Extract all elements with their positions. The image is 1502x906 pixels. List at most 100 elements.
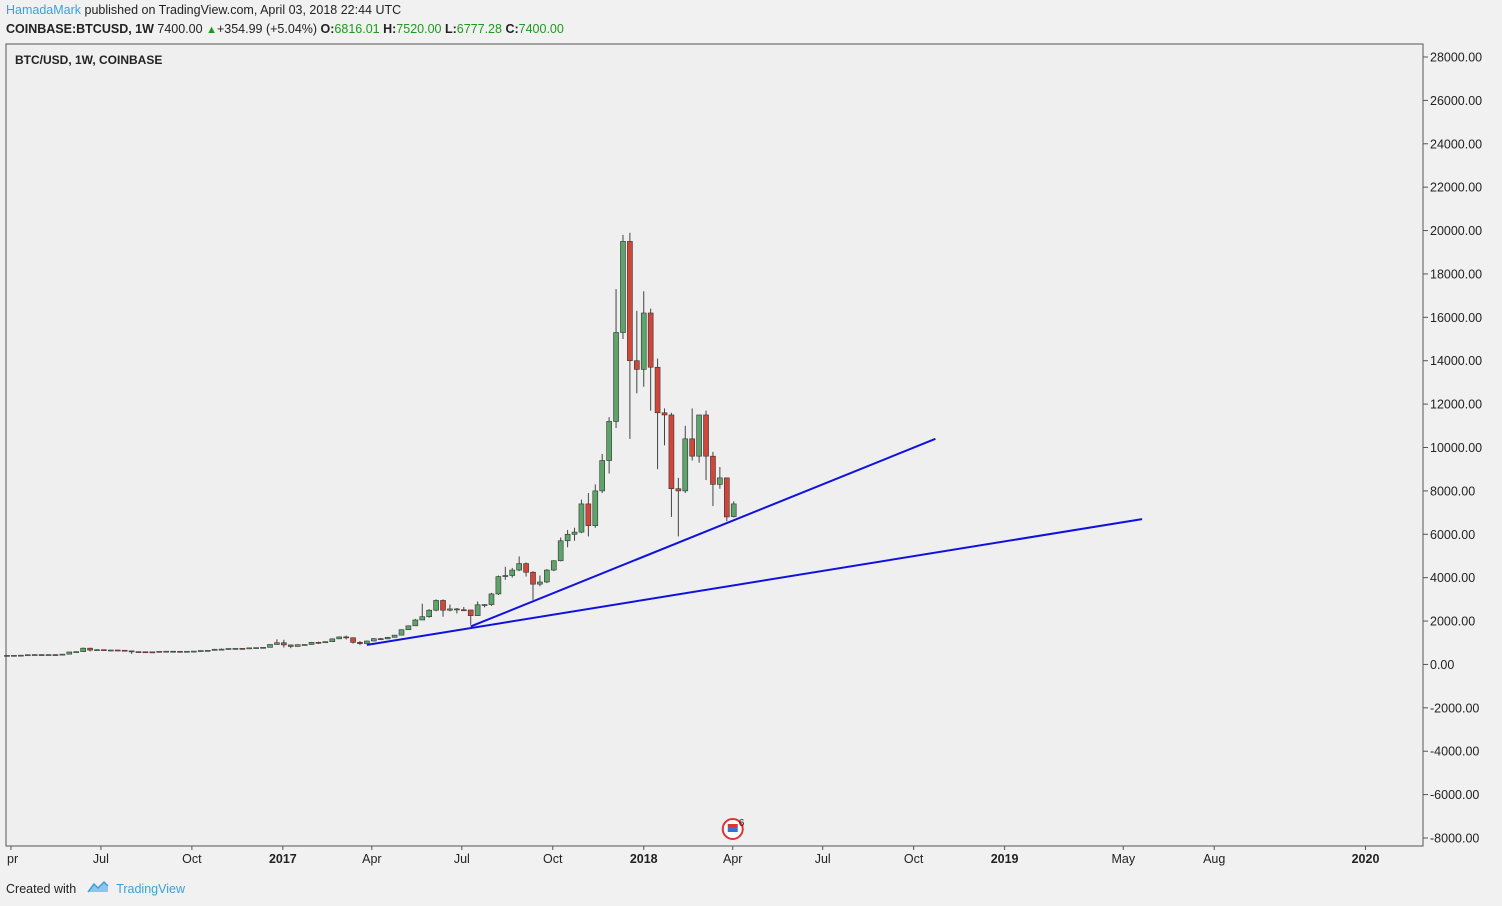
candle[interactable]	[149, 651, 156, 654]
candle[interactable]	[114, 649, 121, 652]
candle[interactable]	[232, 648, 239, 650]
tradingview-link[interactable]: TradingView	[116, 881, 185, 896]
candle[interactable]	[239, 648, 246, 650]
candle[interactable]	[301, 644, 308, 646]
candle[interactable]	[322, 641, 329, 644]
candle[interactable]	[592, 484, 599, 528]
candle[interactable]	[52, 654, 59, 656]
candle[interactable]	[599, 454, 606, 494]
candle[interactable]	[682, 425, 689, 494]
candle[interactable]	[440, 599, 446, 617]
candle[interactable]	[537, 575, 543, 587]
candle[interactable]	[647, 308, 654, 411]
candle[interactable]	[80, 647, 86, 652]
candle[interactable]	[87, 647, 93, 652]
candle[interactable]	[433, 599, 439, 612]
candle[interactable]	[516, 556, 522, 572]
candle[interactable]	[426, 609, 432, 618]
candle[interactable]	[391, 634, 398, 638]
candle[interactable]	[31, 654, 38, 656]
candle[interactable]	[191, 650, 197, 653]
tradingview-logo-icon[interactable]	[86, 880, 110, 897]
trendline-2[interactable]	[470, 437, 936, 628]
candle[interactable]	[419, 603, 426, 621]
candle[interactable]	[218, 648, 225, 651]
candle[interactable]	[544, 568, 550, 584]
candle[interactable]	[730, 501, 737, 518]
candle[interactable]	[488, 592, 495, 606]
candle[interactable]	[412, 618, 419, 627]
candle[interactable]	[571, 527, 578, 541]
candle[interactable]	[661, 408, 668, 446]
candle[interactable]	[59, 653, 66, 656]
candle[interactable]	[606, 417, 612, 474]
candle[interactable]	[481, 604, 488, 608]
candle[interactable]	[315, 641, 322, 644]
candle[interactable]	[550, 560, 557, 572]
candle[interactable]	[460, 606, 467, 612]
candle[interactable]	[640, 291, 647, 387]
candle[interactable]	[689, 408, 695, 461]
candle[interactable]	[287, 644, 294, 649]
candle[interactable]	[253, 647, 259, 649]
candle[interactable]	[495, 575, 502, 596]
candle[interactable]	[620, 234, 626, 340]
candle[interactable]	[696, 414, 702, 463]
candle[interactable]	[246, 647, 253, 650]
candle[interactable]	[197, 650, 204, 652]
candle[interactable]	[274, 639, 280, 645]
candle[interactable]	[710, 451, 716, 507]
candle[interactable]	[128, 650, 135, 654]
candle[interactable]	[675, 477, 682, 537]
candle[interactable]	[717, 467, 723, 489]
candle[interactable]	[585, 493, 592, 537]
candle[interactable]	[350, 637, 356, 644]
candle[interactable]	[225, 648, 232, 650]
candle[interactable]	[66, 651, 73, 655]
candle[interactable]	[135, 651, 142, 653]
candle[interactable]	[357, 641, 363, 646]
candle[interactable]	[530, 571, 536, 600]
candle[interactable]	[45, 654, 52, 656]
earnings-event-icon[interactable]: 6	[721, 818, 745, 840]
candle[interactable]	[260, 647, 266, 649]
candle[interactable]	[398, 629, 405, 636]
candle[interactable]	[509, 567, 516, 578]
candle[interactable]	[343, 635, 349, 640]
candle[interactable]	[142, 651, 149, 654]
plot-area[interactable]	[5, 43, 1424, 847]
candle[interactable]	[121, 649, 128, 652]
candle[interactable]	[184, 650, 190, 653]
candle[interactable]	[384, 636, 391, 640]
candle[interactable]	[329, 638, 336, 642]
candle[interactable]	[557, 537, 564, 562]
candle[interactable]	[627, 232, 633, 439]
candle[interactable]	[156, 651, 163, 653]
candle[interactable]	[502, 566, 509, 580]
candle[interactable]	[94, 649, 100, 651]
candle[interactable]	[281, 639, 287, 648]
candle[interactable]	[613, 289, 619, 428]
candle[interactable]	[177, 651, 183, 653]
candle[interactable]	[101, 649, 107, 651]
candle[interactable]	[24, 654, 31, 657]
candle[interactable]	[371, 638, 377, 642]
candle[interactable]	[18, 654, 24, 657]
candle[interactable]	[364, 640, 370, 644]
candle[interactable]	[474, 601, 481, 616]
candle[interactable]	[211, 648, 218, 651]
candle[interactable]	[578, 499, 585, 534]
candle[interactable]	[634, 310, 640, 394]
candle[interactable]	[308, 641, 315, 645]
candle[interactable]	[703, 410, 709, 481]
candle[interactable]	[108, 649, 114, 652]
candle[interactable]	[564, 529, 571, 548]
candle[interactable]	[294, 644, 301, 647]
candle[interactable]	[38, 654, 45, 656]
candle[interactable]	[336, 636, 343, 640]
candle[interactable]	[73, 651, 80, 653]
candle[interactable]	[668, 412, 675, 517]
candle[interactable]	[654, 358, 661, 470]
candle[interactable]	[467, 609, 474, 625]
